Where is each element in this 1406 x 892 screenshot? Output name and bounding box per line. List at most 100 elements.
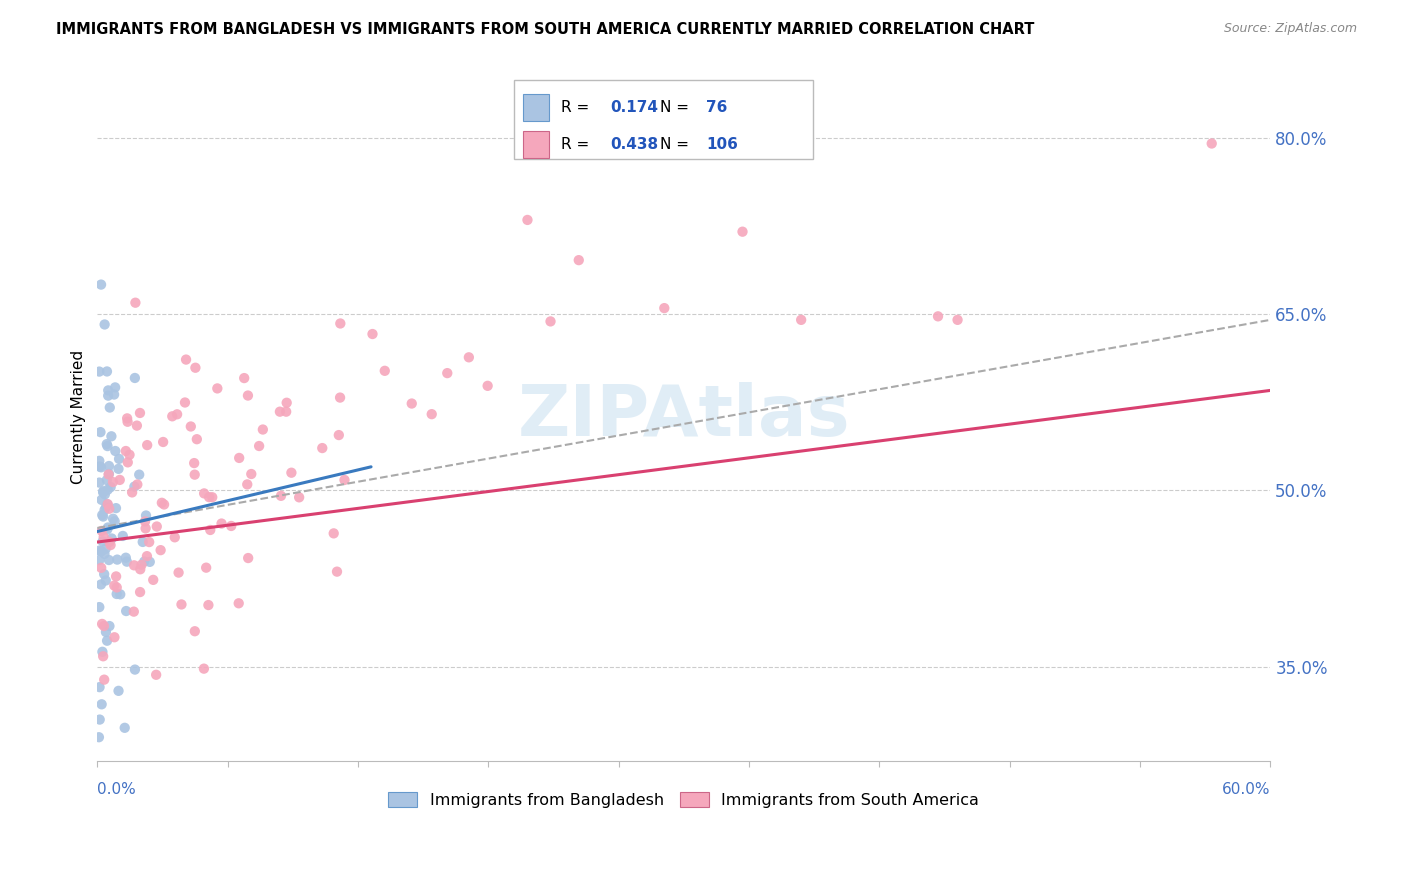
- Point: [89, 459, 111, 474]
- Point: [129, 562, 152, 576]
- Point: [132, 535, 155, 549]
- Point: [90, 698, 112, 712]
- Point: [98, 458, 121, 473]
- Point: [122, 558, 145, 573]
- Point: [104, 501, 127, 516]
- Point: [94, 500, 117, 515]
- Point: [91, 509, 114, 524]
- Point: [96, 473, 118, 487]
- Point: [91, 534, 114, 549]
- Point: [96, 497, 118, 511]
- Point: [90, 524, 112, 538]
- Point: [97, 467, 120, 481]
- Point: [89, 680, 111, 694]
- Point: [97, 389, 120, 403]
- Point: [326, 565, 349, 579]
- Point: [174, 352, 197, 367]
- Point: [97, 467, 120, 482]
- Text: 76: 76: [706, 100, 727, 115]
- Point: [457, 351, 479, 365]
- Point: [97, 520, 120, 534]
- Point: [104, 444, 127, 458]
- Point: [136, 549, 159, 563]
- Point: [93, 318, 115, 332]
- Point: [207, 381, 229, 395]
- Text: 60.0%: 60.0%: [1222, 782, 1271, 797]
- Point: [166, 407, 188, 421]
- Point: [94, 487, 117, 501]
- Point: [238, 551, 260, 566]
- Point: [183, 467, 205, 482]
- Point: [288, 491, 311, 505]
- Point: [104, 380, 127, 394]
- Point: [118, 448, 141, 462]
- Point: [276, 405, 298, 419]
- Point: [89, 365, 111, 379]
- Point: [94, 574, 117, 588]
- Text: 106: 106: [706, 137, 738, 153]
- Point: [1201, 136, 1223, 151]
- Point: [89, 543, 111, 558]
- Point: [361, 326, 384, 341]
- Point: [322, 526, 344, 541]
- Point: [127, 477, 149, 491]
- Point: [228, 450, 250, 465]
- Point: [280, 466, 302, 480]
- Point: [97, 497, 120, 511]
- Point: [96, 364, 118, 378]
- Point: [90, 460, 112, 475]
- Point: [97, 384, 120, 398]
- Point: [128, 467, 150, 482]
- Point: [200, 523, 222, 537]
- Point: [124, 479, 146, 493]
- Point: [139, 555, 162, 569]
- Point: [98, 501, 121, 516]
- Point: [91, 508, 114, 522]
- Point: [96, 633, 118, 648]
- Point: [98, 619, 121, 633]
- Point: [540, 314, 562, 328]
- Point: [374, 364, 396, 378]
- Point: [89, 475, 111, 490]
- Point: [110, 587, 132, 601]
- Point: [129, 585, 152, 599]
- Point: [150, 496, 173, 510]
- Point: [124, 295, 146, 310]
- Point: [93, 673, 115, 687]
- Point: [731, 225, 754, 239]
- Point: [105, 569, 128, 583]
- Point: [170, 598, 193, 612]
- Point: [124, 371, 146, 385]
- Point: [568, 253, 591, 268]
- Text: R =: R =: [561, 137, 593, 153]
- Point: [138, 535, 160, 549]
- Point: [129, 406, 152, 420]
- Bar: [523, 131, 548, 159]
- Point: [89, 600, 111, 615]
- Point: [142, 573, 165, 587]
- Point: [90, 544, 112, 558]
- Point: [89, 454, 111, 468]
- Text: Source: ZipAtlas.com: Source: ZipAtlas.com: [1223, 22, 1357, 36]
- Point: [247, 439, 270, 453]
- Point: [516, 213, 538, 227]
- Point: [103, 578, 125, 592]
- Point: [420, 407, 443, 421]
- Point: [94, 625, 117, 640]
- Point: [184, 360, 207, 375]
- Point: [240, 467, 263, 481]
- Point: [180, 419, 202, 434]
- Point: [114, 444, 136, 458]
- Text: N =: N =: [661, 137, 695, 153]
- Point: [93, 503, 115, 517]
- Point: [100, 532, 122, 546]
- Point: [115, 411, 138, 425]
- Point: [103, 630, 125, 644]
- Point: [145, 667, 167, 681]
- Point: [108, 451, 131, 466]
- Point: [186, 432, 208, 446]
- Point: [107, 462, 129, 476]
- Point: [269, 405, 291, 419]
- Point: [121, 485, 143, 500]
- Point: [652, 301, 675, 315]
